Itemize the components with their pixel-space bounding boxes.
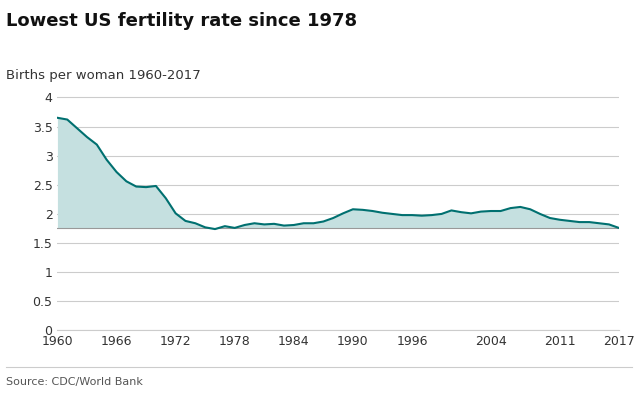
Text: Source: CDC/World Bank: Source: CDC/World Bank	[6, 377, 144, 387]
Text: Births per woman 1960-2017: Births per woman 1960-2017	[6, 69, 201, 81]
Text: C: C	[614, 375, 623, 388]
Text: B: B	[560, 375, 570, 388]
Text: B: B	[587, 375, 597, 388]
Text: Lowest US fertility rate since 1978: Lowest US fertility rate since 1978	[6, 12, 357, 30]
